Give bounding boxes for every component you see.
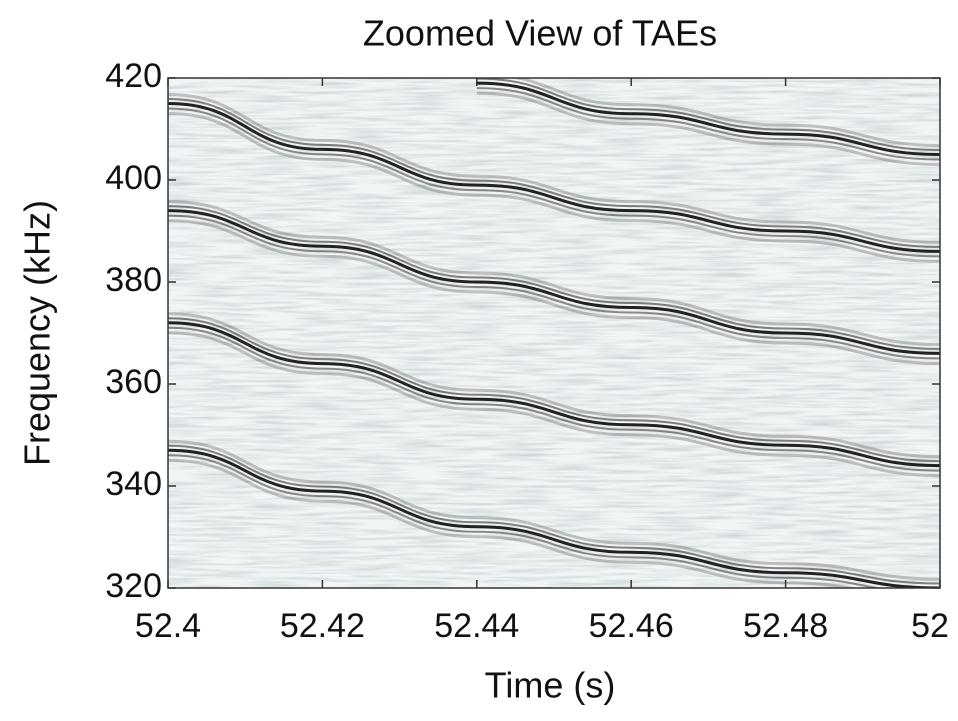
- mode-strand: [168, 93, 940, 244]
- mode-strand: [168, 317, 940, 463]
- mode-strand: [168, 326, 940, 472]
- mode-strand: [168, 98, 940, 248]
- chart-title: Zoomed View of TAEs: [363, 13, 717, 54]
- mode-strand: [168, 200, 940, 346]
- mode-strand: [476, 78, 940, 151]
- mode-strand: [168, 112, 940, 263]
- y-tick-label: 380: [105, 261, 162, 299]
- y-tick-label: 360: [105, 363, 162, 401]
- mode-line: [168, 321, 940, 468]
- mode-strand: [168, 205, 940, 350]
- y-tick-label: 320: [105, 567, 162, 605]
- mode-strand: [509, 78, 940, 147]
- y-axis-label: Frequency (kHz): [17, 200, 58, 466]
- x-tick-label: 52.46: [589, 607, 674, 645]
- mode-strand: [168, 331, 940, 478]
- y-tick-label: 420: [105, 57, 162, 95]
- mode-strand: [168, 219, 940, 365]
- plot-area: [168, 78, 940, 588]
- mode-line: [168, 448, 940, 588]
- mode-strand: [168, 312, 940, 459]
- mode-strand: [168, 458, 859, 588]
- y-tick-label: 340: [105, 465, 162, 503]
- x-tick-label: 52.48: [743, 607, 828, 645]
- mode-strand: [168, 444, 940, 585]
- mode-line: [168, 209, 940, 355]
- mode-strand: [168, 454, 883, 588]
- mode-line: [168, 102, 940, 253]
- x-axis-label: Time (s): [485, 665, 616, 706]
- x-tick-label: 52: [911, 607, 949, 645]
- x-tick-label: 52.44: [434, 607, 519, 645]
- mode-line: [476, 81, 940, 156]
- mode-strand: [168, 107, 940, 258]
- x-tick-label: 52.42: [280, 607, 365, 645]
- axes: 320 340 360 380 400 420 52.4 52.42 52.44 52.46 52.…: [105, 57, 949, 645]
- x-tick-label: 52.4: [135, 607, 201, 645]
- mode-strand: [476, 87, 940, 161]
- y-tick-label: 400: [105, 159, 162, 197]
- plot-frame: [167, 77, 941, 589]
- mode-strand: [168, 214, 940, 360]
- mode-strand: [168, 439, 940, 581]
- mode-strand: [476, 91, 940, 166]
